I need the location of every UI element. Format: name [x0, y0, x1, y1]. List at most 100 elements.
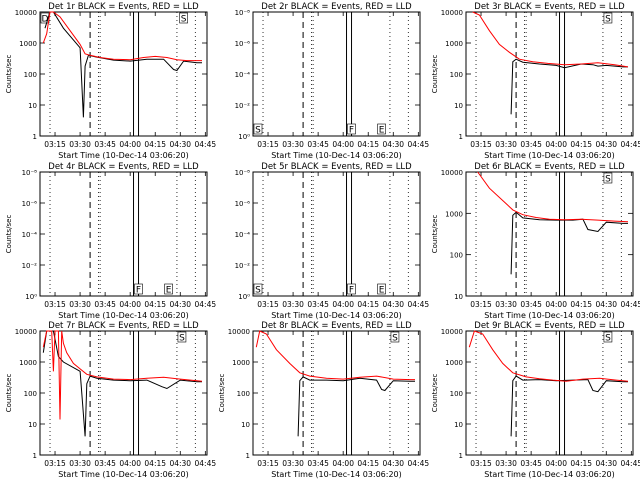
y-tick-label: 10 — [28, 102, 37, 110]
x-tick-label: 04:30 — [382, 459, 404, 468]
y-tick-label: 100 — [24, 71, 37, 79]
x-tick-label: 04:30 — [595, 300, 617, 309]
x-tick-label: 03:30 — [495, 300, 517, 309]
flag-label: F — [136, 286, 141, 296]
x-tick-label: 04:45 — [621, 459, 640, 468]
y-tick-label: 10000 — [441, 9, 463, 17]
x-tick-label: 03:15 — [44, 140, 66, 149]
y-tick-label: 10⁻² — [235, 102, 251, 110]
plot-frame — [252, 11, 421, 137]
lld-series-line — [42, 11, 202, 62]
x-tick-label: 04:00 — [332, 459, 354, 468]
y-axis-label: Counts/sec — [5, 374, 13, 413]
y-tick-label: 10⁻⁸ — [235, 169, 251, 177]
x-tick-label: 03:30 — [69, 300, 91, 309]
y-tick-label: 10⁻⁶ — [235, 40, 251, 48]
x-tick-label: 04:15 — [570, 300, 592, 309]
plot-frame — [39, 171, 208, 297]
x-tick-label: 04:45 — [195, 459, 217, 468]
x-axis-label: Start Time (10-Dec-14 03:06:20) — [271, 311, 402, 320]
y-tick-label: 10⁻⁴ — [235, 71, 251, 79]
x-tick-label: 04:15 — [144, 459, 166, 468]
y-tick-label: 10000 — [228, 328, 250, 336]
y-tick-label: 1 — [246, 452, 250, 460]
x-tick-label: 04:45 — [621, 140, 640, 149]
plot-frame — [465, 11, 634, 137]
y-tick-label: 10⁻² — [22, 262, 38, 270]
panel-title: Det 8r BLACK = Events, RED = LLD — [261, 321, 412, 331]
panel-title: Det 3r BLACK = Events, RED = LLD — [474, 2, 625, 12]
x-tick-label: 03:15 — [257, 300, 279, 309]
flag-label: S — [255, 126, 261, 136]
lld-series-line — [255, 330, 415, 381]
lld-series-line — [477, 171, 629, 223]
y-tick-label: 10⁰ — [238, 293, 250, 301]
x-tick-label: 04:30 — [382, 140, 404, 149]
lld-series-line — [468, 330, 629, 382]
y-tick-label: 10 — [454, 102, 463, 110]
panel-title: Det 7r BLACK = Events, RED = LLD — [48, 321, 199, 331]
panel-title: Det 9r BLACK = Events, RED = LLD — [474, 321, 625, 331]
x-tick-label: 03:30 — [69, 459, 91, 468]
plot-frame — [465, 330, 634, 456]
lld-series-line — [472, 11, 629, 68]
y-tick-label: 10⁻⁶ — [235, 200, 251, 208]
events-series-line — [297, 376, 415, 437]
plot-frame — [252, 171, 421, 297]
y-tick-label: 1000 — [445, 210, 463, 218]
x-axis-label: Start Time (10-Dec-14 03:06:20) — [484, 470, 615, 479]
detector-panel: Det 8r BLACK = Events, RED = LLD Start Ti… — [218, 321, 429, 479]
plot-frame — [252, 330, 421, 456]
x-tick-label: 04:15 — [144, 300, 166, 309]
x-tick-label: 04:45 — [408, 300, 430, 309]
x-tick-label: 04:30 — [169, 459, 191, 468]
x-axis-label: Start Time (10-Dec-14 03:06:20) — [271, 470, 402, 479]
y-tick-label: 10000 — [15, 9, 37, 17]
flag-box — [253, 283, 263, 295]
x-tick-label: 04:15 — [357, 459, 379, 468]
flag-box — [253, 123, 263, 135]
x-tick-label: 03:30 — [282, 140, 304, 149]
y-tick-label: 1000 — [19, 359, 37, 367]
y-axis-label: Counts/sec — [431, 55, 439, 94]
panel-title: Det 4r BLACK = Events, RED = LLD — [48, 162, 199, 172]
y-tick-label: 10⁰ — [25, 293, 37, 301]
flag-box — [134, 283, 143, 295]
flag-box — [164, 283, 173, 295]
y-tick-label: 10⁻⁸ — [235, 9, 251, 17]
x-axis-label: Start Time (10-Dec-14 03:06:20) — [271, 151, 402, 160]
x-tick-label: 04:00 — [332, 300, 354, 309]
y-tick-label: 10 — [454, 421, 463, 429]
flag-box — [179, 12, 188, 24]
y-tick-label: 10000 — [441, 169, 463, 177]
x-tick-label: 04:00 — [119, 300, 141, 309]
detector-panel: Det 4r BLACK = Events, RED = LLD Start Ti… — [5, 162, 216, 320]
plot-frame — [465, 171, 634, 297]
x-tick-label: 03:45 — [520, 140, 542, 149]
x-tick-label: 03:15 — [257, 140, 279, 149]
panel-title: Det 1r BLACK = Events, RED = LLD — [48, 2, 199, 12]
y-tick-label: 10⁰ — [238, 133, 250, 141]
x-tick-label: 03:45 — [307, 140, 329, 149]
flag-box — [177, 331, 187, 343]
flag-label: D — [42, 15, 49, 25]
y-tick-label: 1 — [33, 452, 37, 460]
x-tick-label: 03:30 — [282, 459, 304, 468]
x-tick-label: 03:45 — [94, 459, 116, 468]
x-tick-label: 04:30 — [382, 300, 404, 309]
y-tick-label: 100 — [24, 390, 37, 398]
y-axis-label: Counts/sec — [5, 55, 13, 94]
x-tick-label: 03:15 — [44, 459, 66, 468]
x-tick-label: 04:00 — [332, 140, 354, 149]
x-axis-label: Start Time (10-Dec-14 03:06:20) — [58, 311, 189, 320]
x-tick-label: 04:45 — [408, 140, 430, 149]
flag-label: E — [379, 126, 385, 136]
flag-box — [390, 331, 400, 343]
x-tick-label: 03:45 — [307, 459, 329, 468]
x-tick-label: 04:15 — [357, 140, 379, 149]
x-tick-label: 04:15 — [570, 140, 592, 149]
x-tick-label: 04:15 — [144, 140, 166, 149]
x-tick-label: 03:15 — [470, 459, 492, 468]
x-tick-label: 04:45 — [621, 300, 640, 309]
